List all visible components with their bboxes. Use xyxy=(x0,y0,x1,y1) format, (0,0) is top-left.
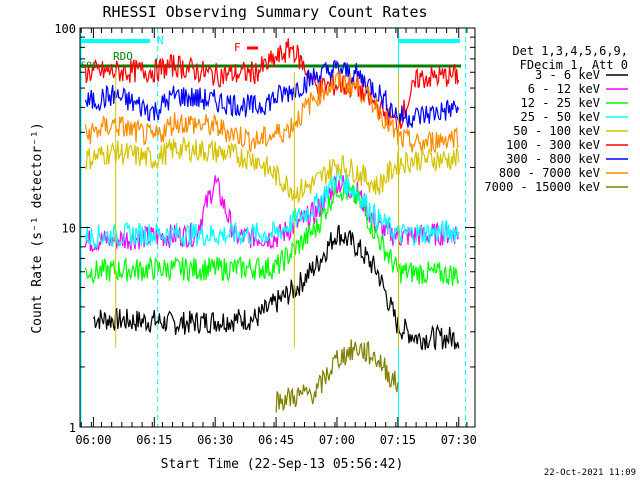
legend-entry-label-1: 6 - 12 keV xyxy=(528,82,600,96)
night-label: N xyxy=(157,34,164,47)
series-line-5 xyxy=(84,38,460,135)
legend-entry-label-0: 3 - 6 keV xyxy=(535,68,600,82)
legend-entry-label-4: 50 - 100 keV xyxy=(513,124,600,138)
x-tick-label-2: 06:30 xyxy=(197,433,233,447)
rdo-label: RDO xyxy=(113,50,133,63)
flare-label: F xyxy=(234,41,241,54)
legend-entry-label-6: 300 - 800 keV xyxy=(506,152,600,166)
legend-header-line-2: FDecim 1, Att 0 xyxy=(520,58,628,72)
x-tick-label-0: 06:00 xyxy=(75,433,111,447)
x-tick-label-5: 07:15 xyxy=(380,433,416,447)
series-line-4 xyxy=(84,136,460,204)
soc-label: SOC xyxy=(81,61,97,71)
series-line-3 xyxy=(84,168,460,249)
legend-header-line-1: Det 1,3,4,5,6,9, xyxy=(512,44,628,58)
legend: Det 1,3,4,5,6,9, FDecim 1, Att 0 3 - 6 k… xyxy=(484,44,628,194)
series-line-2 xyxy=(84,179,460,286)
legend-entry-label-7: 800 - 7000 keV xyxy=(499,166,600,180)
legend-entry-label-8: 7000 - 15000 keV xyxy=(484,180,600,194)
y-axis-label: Count Rate (s⁻¹ detector⁻¹) xyxy=(30,122,45,333)
x-tick-label-3: 06:45 xyxy=(258,433,294,447)
series-line-7 xyxy=(84,70,459,154)
legend-entry-label-2: 12 - 25 keV xyxy=(521,96,600,110)
y-tick-label-1: 10 xyxy=(62,222,76,236)
plot-area: N RDO SOC F 1 10 100 06:00 06:15 06:30 06:45 07:00 0… xyxy=(54,22,477,447)
legend-entry-label-5: 100 - 300 keV xyxy=(506,138,600,152)
chart-title: RHESSI Observing Summary Count Rates xyxy=(102,3,427,21)
legend-entry-label-3: 25 - 50 keV xyxy=(521,110,600,124)
x-tick-label-1: 06:15 xyxy=(136,433,172,447)
y-tick-label-0: 1 xyxy=(69,421,76,435)
y-tick-label-2: 100 xyxy=(54,22,76,36)
x-axis-label: Start Time (22-Sep-13 05:56:42) xyxy=(161,457,404,472)
series-line-6 xyxy=(84,59,460,128)
series-line-0 xyxy=(92,224,460,351)
x-tick-label-6: 07:30 xyxy=(441,433,477,447)
x-tick-label-4: 07:00 xyxy=(319,433,355,447)
date-stamp: 22-Oct-2021 11:09 xyxy=(544,468,636,478)
series-line-8 xyxy=(275,339,399,413)
